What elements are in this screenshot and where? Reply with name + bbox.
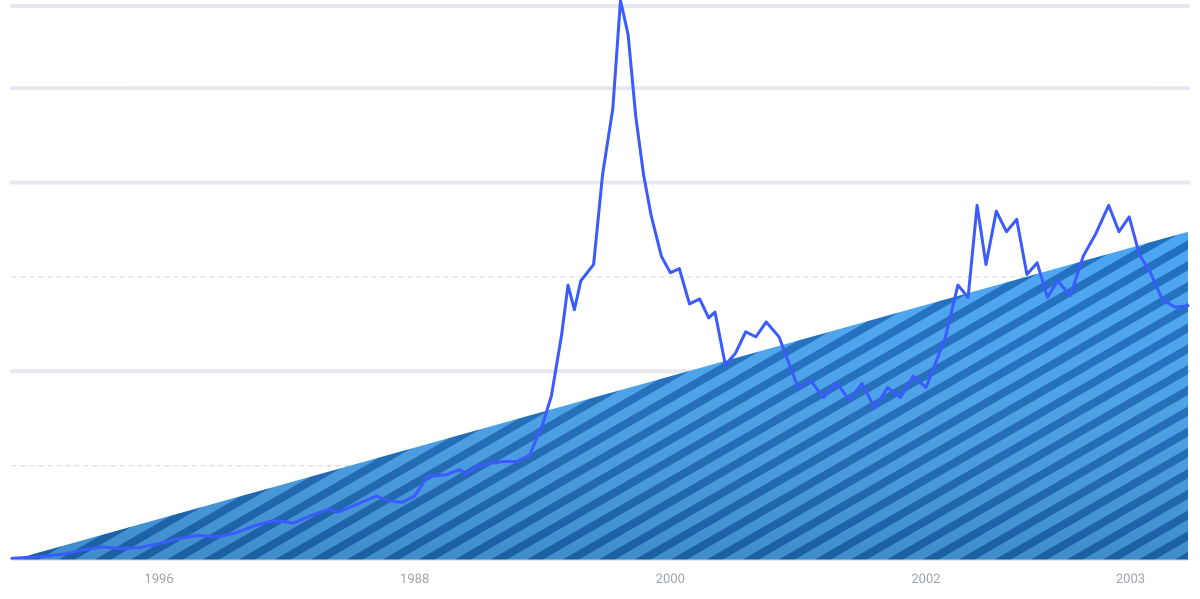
chart-svg	[0, 0, 1200, 599]
x-axis-label: 1988	[400, 572, 429, 587]
chart-container: 1996 1988 2000 2002 2003	[0, 0, 1200, 599]
x-axis-label: 2003	[1116, 572, 1145, 587]
area-series	[12, 232, 1188, 560]
x-axis-label: 2002	[911, 572, 940, 587]
x-axis-label: 1996	[144, 572, 173, 587]
x-axis-label: 2000	[656, 572, 685, 587]
